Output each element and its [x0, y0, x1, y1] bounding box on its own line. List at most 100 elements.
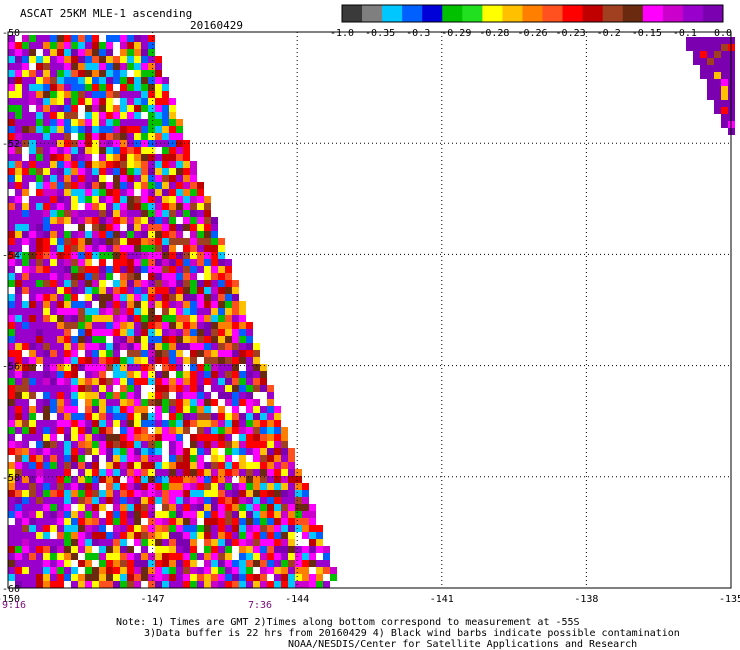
swath-cell	[113, 301, 120, 308]
swath-cell	[218, 567, 225, 574]
swath-cell	[288, 462, 295, 469]
swath-cell	[106, 147, 113, 154]
swath-cell	[134, 364, 141, 371]
swath-cell	[85, 574, 92, 581]
swath-cell	[169, 427, 176, 434]
swath-cell	[148, 140, 155, 147]
swath-cell	[295, 567, 302, 574]
swath-cell	[197, 567, 204, 574]
swath-cell	[253, 581, 260, 588]
swath-cell	[50, 406, 57, 413]
swath-cell	[85, 280, 92, 287]
swath-cell	[190, 287, 197, 294]
swath-cell	[106, 91, 113, 98]
swath-cell	[302, 483, 309, 490]
swath-cell	[113, 553, 120, 560]
swath-cell	[197, 399, 204, 406]
swath-cell	[155, 385, 162, 392]
colorbar-segment	[442, 5, 463, 22]
swath-cell	[232, 399, 239, 406]
swath-cell	[141, 455, 148, 462]
swath-cell	[183, 168, 190, 175]
swath-cell	[99, 91, 106, 98]
swath-cell	[225, 581, 232, 588]
swath-cell	[50, 147, 57, 154]
swath-cell	[218, 301, 225, 308]
swath-cell	[239, 399, 246, 406]
swath-cell	[8, 455, 15, 462]
swath-cell	[127, 434, 134, 441]
swath-cell	[148, 266, 155, 273]
swath-cell	[43, 35, 50, 42]
swath-cell	[15, 532, 22, 539]
swath-cell	[78, 70, 85, 77]
swath-cell	[155, 245, 162, 252]
swath-cell	[113, 266, 120, 273]
swath-cell	[36, 294, 43, 301]
swath-cell	[197, 525, 204, 532]
swath-cell	[85, 245, 92, 252]
swath-cell	[239, 525, 246, 532]
swath-cell	[57, 77, 64, 84]
swath-cell	[162, 224, 169, 231]
swath-cell	[162, 378, 169, 385]
swath-cell	[176, 147, 183, 154]
swath-cell	[64, 336, 71, 343]
swath-cell	[134, 546, 141, 553]
swath-cell	[36, 385, 43, 392]
swath-cell	[302, 504, 309, 511]
swath-cell	[211, 469, 218, 476]
swath-cell	[8, 469, 15, 476]
swath-cell	[113, 476, 120, 483]
swath-cell	[218, 315, 225, 322]
swath-cell	[204, 210, 211, 217]
swath-cell	[57, 168, 64, 175]
swath-cell	[127, 133, 134, 140]
swath-cell	[78, 84, 85, 91]
swath-cell	[36, 280, 43, 287]
swath-cell	[225, 546, 232, 553]
swath-cell	[225, 399, 232, 406]
swath-cell	[176, 392, 183, 399]
swath-cell	[50, 371, 57, 378]
swath-cell	[50, 364, 57, 371]
swath-cell	[274, 560, 281, 567]
swath-cell	[155, 161, 162, 168]
swath-cell	[92, 35, 99, 42]
swath-cell	[169, 511, 176, 518]
swath-cell	[64, 112, 71, 119]
swath-cell	[162, 315, 169, 322]
swath-cell	[71, 49, 78, 56]
swath-cell	[64, 455, 71, 462]
swath-cell	[36, 259, 43, 266]
swath-cell	[92, 294, 99, 301]
swath-cell	[190, 266, 197, 273]
swath-cell	[120, 553, 127, 560]
swath-cell	[148, 441, 155, 448]
swath-cell	[57, 252, 64, 259]
swath-cell	[281, 427, 288, 434]
swath-cell	[267, 511, 274, 518]
swath-cell	[141, 126, 148, 133]
swath-cell	[155, 364, 162, 371]
swath-cell	[15, 105, 22, 112]
swath-cell	[8, 462, 15, 469]
colorbar-segment	[342, 5, 363, 22]
swath-cell	[211, 455, 218, 462]
swath-cell	[71, 224, 78, 231]
swath-cell	[106, 371, 113, 378]
swath-cell	[15, 546, 22, 553]
swath-cell	[120, 203, 127, 210]
swath-cell	[71, 217, 78, 224]
swath-cells	[8, 35, 337, 588]
swath-cell	[148, 280, 155, 287]
swath-cell	[92, 553, 99, 560]
swath-cell	[92, 273, 99, 280]
swath-cell	[99, 315, 106, 322]
swath-cell	[92, 63, 99, 70]
swath-cell	[8, 147, 15, 154]
swath-cell	[113, 343, 120, 350]
swath-cell	[99, 406, 106, 413]
swath-cell	[64, 133, 71, 140]
swath-cell	[57, 49, 64, 56]
